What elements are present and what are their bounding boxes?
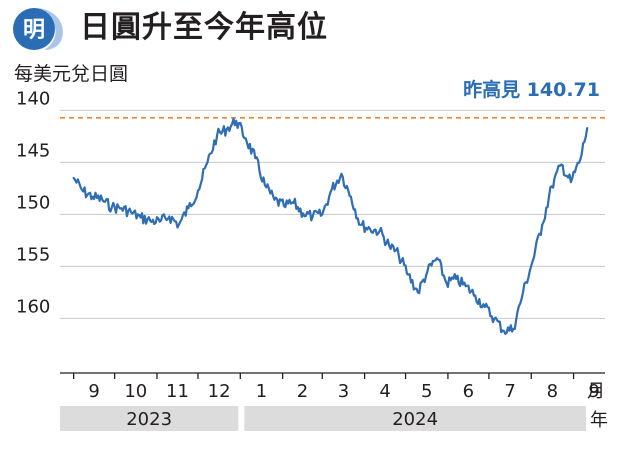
year-band (60, 406, 239, 431)
x-tick-label: 9 (88, 381, 99, 402)
y-tick-label: 160 (16, 296, 50, 317)
x-tick-label: 11 (166, 381, 189, 402)
mingpao-logo: 明 (13, 8, 63, 50)
y-tick-label: 140 (16, 88, 50, 109)
year-label: 2023 (126, 409, 172, 430)
reference-label: 昨高見 140.71 (463, 78, 600, 101)
usd-jpy-series-line (72, 117, 589, 335)
year-suffix: 年 (590, 410, 608, 431)
logo-char: 明 (23, 18, 45, 43)
y-tick-label: 150 (16, 192, 50, 213)
month-suffix: 月 (587, 381, 605, 402)
x-tick-label: 4 (379, 381, 390, 402)
x-tick-label: 5 (421, 381, 432, 402)
year-band (244, 406, 586, 431)
x-tick-label: 7 (504, 381, 515, 402)
y-tick-label: 155 (16, 244, 50, 265)
x-tick-label: 10 (124, 381, 147, 402)
logo-swoosh (38, 8, 63, 50)
y-tick-label: 145 (16, 140, 50, 161)
x-tick-label: 12 (208, 381, 231, 402)
x-tick-label: 1 (256, 381, 267, 402)
x-tick-label: 6 (463, 381, 474, 402)
y-unit-label: 每美元兌日圓 (14, 63, 129, 85)
chart-title: 日圓升至今年高位 (80, 10, 328, 45)
x-tick-label: 9 (588, 381, 599, 402)
logo-circle (13, 8, 55, 50)
x-tick-label: 8 (547, 381, 558, 402)
year-label: 2024 (392, 409, 438, 430)
x-tick-label: 3 (338, 381, 349, 402)
x-tick-label: 2 (297, 381, 308, 402)
